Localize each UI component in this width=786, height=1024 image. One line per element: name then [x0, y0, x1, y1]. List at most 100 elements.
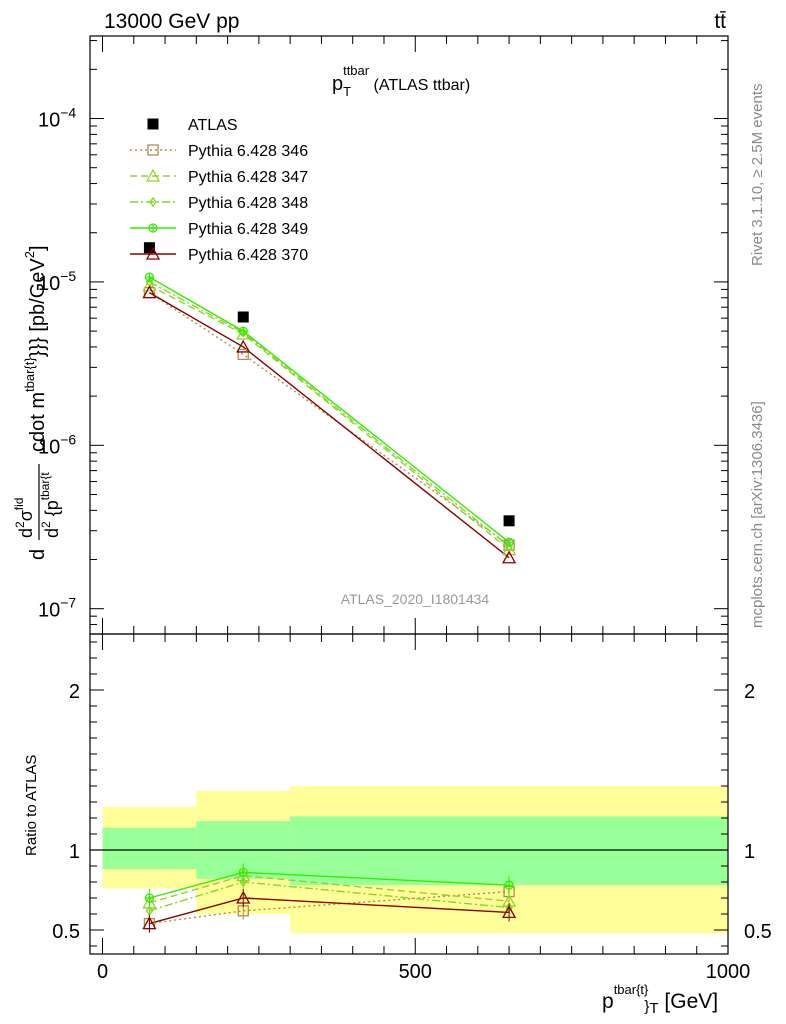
xlabel-main: p	[602, 990, 614, 1013]
legend-marker-5	[145, 246, 161, 260]
ylabel-num-d: d	[16, 528, 36, 538]
ratio-axes: 0.5 0.5 1 1 2 2 0 500 1000	[52, 633, 772, 983]
main-ytick-exp-4: −7	[60, 595, 76, 611]
mcplots-label: mcplots.cern.ch [arXiv:1306.3436]	[749, 401, 766, 628]
main-marker-2-3	[501, 542, 517, 556]
atlas-point-2	[237, 311, 249, 323]
energy-label: 13000 GeV pp	[104, 10, 239, 33]
process-label: tt̄	[714, 10, 726, 33]
main-ytick-exp-3: −6	[60, 431, 76, 447]
ratio-marker-4-2	[238, 867, 248, 878]
ratio-ytick-label-left-2: 1	[69, 841, 80, 863]
plot-title-sup: ttbar	[343, 63, 370, 78]
ratio-line-1	[149, 890, 510, 925]
ylabel-num-sup: 2	[13, 521, 27, 528]
main-line-5	[149, 292, 510, 559]
main-marker-5-2	[236, 339, 251, 353]
xtick-label-3: 1000	[706, 961, 751, 983]
xlabel-sub2: T	[649, 1000, 658, 1017]
xlabel-sup: tbar{t}	[614, 982, 649, 997]
main-marker-1-2	[237, 348, 249, 361]
ylabel-rest-end: }}} [pb/GeV	[27, 258, 49, 358]
main-ytick-base-1: 10	[38, 110, 60, 132]
ylabel-denominator: d2 {ptbar{t	[38, 472, 62, 538]
ratio-band-green-3	[290, 816, 728, 886]
ratio-uncertainty-bands	[90, 786, 728, 934]
main-ytick-base-3: 10	[38, 436, 60, 458]
ratio-ytick-label-right-2: 1	[744, 841, 755, 863]
rivet-label: Rivet 3.1.10, ≥ 2.5M events	[749, 84, 766, 267]
main-line-3	[149, 281, 510, 548]
ylabel-den-d: d	[42, 528, 62, 538]
ratio-ytick-label-right-3: 2	[744, 681, 755, 703]
ylabel-den-sup: 2	[39, 521, 53, 528]
legend-label-5: Pythia 6.428 370	[188, 247, 308, 264]
legend-marker-3	[149, 196, 157, 208]
main-background	[90, 36, 728, 634]
ratio-line-2	[149, 874, 510, 904]
main-series-markers	[142, 242, 517, 564]
legend-label-0: ATLAS	[188, 117, 238, 134]
main-marker-4-1	[144, 272, 155, 282]
ratio-marker-4-3	[504, 880, 514, 890]
legend: ATLAS Pythia 6.428 346 Pythia 6.428 347 Pyt…	[130, 117, 308, 264]
main-ytick-label-1: 10−4	[38, 105, 76, 132]
atlas-point-1	[143, 242, 155, 254]
ylabel-den-rest: {p	[42, 500, 62, 521]
main-marker-4-3	[504, 537, 514, 547]
ratio-frame	[89, 633, 729, 955]
ratio-marker-4-1	[144, 893, 155, 903]
ratio-ytick-label-right-1: 0.5	[744, 921, 772, 943]
ylabel-rest-sup: tbar{t}	[22, 357, 37, 392]
xtick-label-1: 0	[97, 961, 108, 983]
main-marker-5-1	[142, 285, 157, 299]
analysis-label: ATLAS_2020_I1801434	[341, 591, 490, 607]
legend-marker-1	[147, 144, 159, 156]
main-ytick-base-2: 10	[38, 273, 60, 295]
ratio-marker-3-2	[239, 876, 248, 888]
main-ytick-base-4: 10	[38, 600, 60, 622]
ylabel-rest-close: ]	[27, 245, 49, 251]
ylabel-num-sigma: σ	[16, 510, 36, 521]
main-ylabel: d d2σfid d2 {ptbar{t cdot mtbar{t}}}} [p…	[12, 245, 62, 560]
ratio-marker-5-3	[501, 905, 517, 919]
main-line-1	[149, 292, 510, 546]
legend-label-2: Pythia 6.428 347	[188, 169, 308, 186]
main-marker-2-1	[142, 278, 157, 292]
xlabel-sub: }	[644, 998, 649, 1015]
ylabel-numerator: d2σfid	[12, 498, 36, 539]
legend-label-1: Pythia 6.428 346	[188, 143, 308, 160]
ratio-series-markers	[142, 863, 517, 933]
main-ytick-label-3: 10−6	[38, 431, 76, 458]
plot-title-rest: (ATLAS ttbar)	[369, 77, 470, 94]
ratio-marker-5-1	[142, 916, 157, 930]
main-ytick-exp-2: −5	[60, 268, 76, 284]
ratio-ylabel: Ratio to ATLAS	[23, 755, 40, 856]
ylabel-den-sup2: tbar{t	[38, 472, 52, 501]
main-marker-4-2	[238, 326, 248, 336]
legend-marker-4	[148, 223, 158, 233]
legend-label-3: Pythia 6.428 348	[188, 195, 308, 212]
main-ytick-label-2: 10−5	[38, 268, 76, 295]
ylabel-num-sup2: fid	[12, 498, 26, 511]
legend-marker-0	[147, 118, 159, 130]
ratio-marker-5-2	[236, 890, 251, 904]
plot-title-sub: T	[343, 84, 351, 99]
main-plot-area	[90, 36, 728, 634]
ratio-ytick-label-left-1: 0.5	[52, 921, 80, 943]
main-marker-5-3	[501, 550, 517, 564]
ylabel-d: d	[27, 549, 49, 560]
atlas-point-3	[503, 515, 515, 527]
ylabel-rest-end-sup: 2	[22, 251, 37, 258]
xlabel: ptbar{t}}T [GeV]	[602, 982, 718, 1017]
ylabel-rest-main: cdot m	[27, 392, 49, 452]
main-ytick-exp-1: −4	[60, 105, 76, 121]
ratio-band-green-1	[102, 827, 197, 870]
xlabel-rest: [GeV]	[659, 990, 719, 1013]
plot-title-main: p	[332, 73, 343, 95]
legend-marker-2	[145, 168, 161, 182]
ratio-ytick-label-left-3: 2	[69, 681, 80, 703]
xtick-label-2: 500	[399, 961, 432, 983]
legend-label-4: Pythia 6.428 349	[188, 221, 308, 238]
